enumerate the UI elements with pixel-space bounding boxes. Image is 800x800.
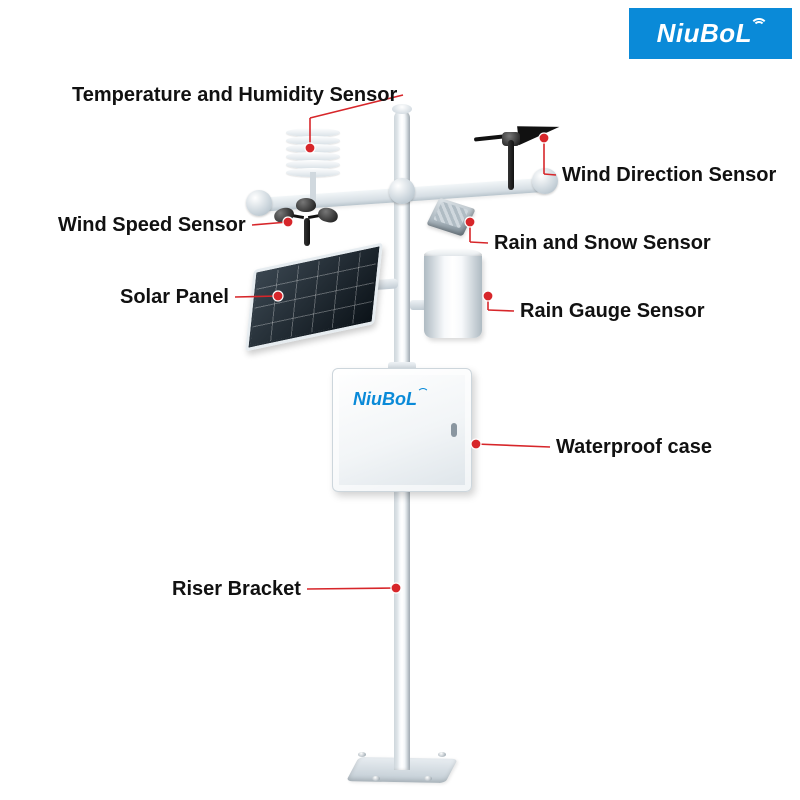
base-bolt [372,776,380,781]
base-bolt [424,776,432,781]
case-brand-label: NiuBoL [353,389,427,410]
label-rain-snow: Rain and Snow Sensor [494,232,711,255]
solar-panel [245,242,383,351]
rain-gauge-sensor [424,248,482,340]
label-wind-speed: Wind Speed Sensor [58,214,246,237]
label-temp-humidity: Temperature and Humidity Sensor [72,84,397,107]
diagram-stage: NiuBoL Temperature and Humidity Sensor W… [0,0,800,800]
wind-speed-sensor [272,200,342,260]
waterproof-case: NiuBoL [332,368,472,492]
base-bolt [358,752,366,757]
wifi-signal-icon [417,387,427,397]
label-solar-panel: Solar Panel [120,286,229,309]
label-rain-gauge: Rain Gauge Sensor [520,300,705,323]
label-riser-bracket: Riser Bracket [172,578,301,601]
base-bolt [438,752,446,757]
label-wind-direction: Wind Direction Sensor [562,164,776,187]
arm-end-left [246,190,272,216]
temperature-humidity-sensor [286,128,340,176]
wind-direction-sensor [468,118,558,178]
arm-center-hub [389,178,415,204]
rain-snow-sensor [426,198,475,237]
label-waterproof-case: Waterproof case [556,436,712,459]
